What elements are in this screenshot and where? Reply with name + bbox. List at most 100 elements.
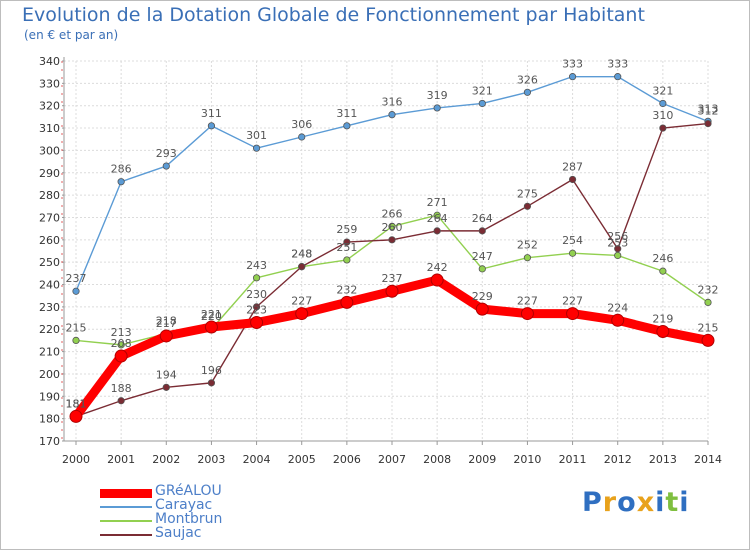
data-label-carayac: 313: [698, 102, 719, 115]
logo-letter: r: [602, 487, 618, 518]
data-label-saujac: 230: [246, 288, 267, 301]
data-label-carayac: 306: [291, 118, 312, 131]
data-label-gralou: 227: [291, 295, 312, 308]
x-tick-label: 2007: [378, 453, 406, 466]
legend-label-grealou: GRéALOU: [155, 483, 222, 499]
data-label-gralou: 229: [472, 290, 493, 303]
data-label-saujac: 264: [427, 212, 448, 225]
data-label-montbrun: 247: [472, 250, 493, 263]
data-label-saujac: 181: [66, 397, 87, 410]
data-point-carayac: [478, 99, 486, 108]
data-point-gralou: [250, 316, 264, 330]
y-tick-label: 230: [39, 301, 60, 314]
data-point-saujac: [523, 202, 532, 210]
data-point-gralou: [611, 313, 625, 327]
data-point-montbrun: [433, 211, 441, 219]
data-point-gralou: [520, 307, 534, 321]
y-tick-label: 290: [39, 167, 60, 180]
legend-item-saujac[interactable]: Saujac: [100, 525, 300, 542]
data-point-gralou: [430, 273, 444, 287]
data-point-saujac: [252, 303, 261, 311]
data-label-montbrun: 254: [562, 234, 583, 247]
data-point-montbrun: [388, 222, 396, 231]
data-point-montbrun: [117, 341, 125, 349]
data-point-saujac: [478, 227, 486, 235]
data-label-carayac: 293: [156, 147, 177, 160]
data-label-saujac: 248: [291, 248, 312, 261]
data-point-gralou: [204, 320, 218, 334]
data-point-gralou: [114, 349, 128, 363]
data-label-montbrun: 220: [201, 310, 222, 323]
y-tick-label: 280: [39, 189, 60, 202]
y-tick-label: 330: [39, 77, 60, 90]
legend-item-carayac[interactable]: Carayac: [100, 497, 300, 514]
data-label-montbrun: 251: [336, 241, 357, 254]
x-tick-label: 2012: [604, 453, 632, 466]
data-point-carayac: [298, 133, 306, 141]
x-tick-label: 2008: [423, 453, 451, 466]
x-tick-label: 2002: [152, 453, 180, 466]
series-layer: [69, 73, 715, 423]
y-tick-label: 250: [39, 256, 60, 269]
y-tick-label: 190: [39, 390, 60, 403]
data-label-carayac: 286: [111, 163, 132, 176]
grid-layer: [64, 60, 709, 442]
data-label-carayac: 237: [66, 272, 87, 285]
data-point-carayac: [72, 287, 80, 295]
series-carayac: [72, 73, 712, 295]
data-point-carayac: [433, 104, 441, 112]
data-point-montbrun: [704, 298, 712, 307]
y-tick-label: 220: [39, 323, 60, 336]
data-label-montbrun: 252: [517, 239, 538, 252]
data-label-saujac: 196: [201, 364, 222, 377]
data-label-montbrun: 215: [66, 321, 87, 334]
data-point-saujac: [659, 124, 667, 132]
data-point-saujac: [433, 227, 441, 235]
data-point-carayac: [659, 99, 667, 108]
data-label-gralou: 242: [427, 261, 448, 274]
legend-swatch-saujac: [100, 534, 152, 536]
legend-item-montbrun[interactable]: Montbrun: [100, 511, 300, 528]
data-label-montbrun: 218: [156, 315, 177, 328]
x-tick-label: 2005: [288, 453, 316, 466]
logo-letter: i: [679, 487, 690, 518]
data-point-montbrun: [523, 254, 532, 262]
data-label-saujac: 256: [607, 230, 628, 243]
data-point-carayac: [343, 122, 351, 130]
data-point-montbrun: [252, 274, 261, 282]
data-label-carayac: 319: [427, 89, 448, 102]
legend-label-saujac: Saujac: [155, 525, 202, 541]
series-line-carayac: [75, 75, 709, 292]
data-label-montbrun: 253: [607, 236, 628, 249]
data-label-montbrun: 248: [291, 248, 312, 261]
y-tick-label: 270: [39, 211, 60, 224]
data-label-saujac: 188: [111, 382, 132, 395]
y-tick-label: 310: [39, 122, 60, 135]
legend-swatch-carayac: [100, 506, 152, 508]
data-label-montbrun: 232: [698, 283, 719, 296]
logo-letter: o: [617, 487, 637, 518]
data-point-carayac: [162, 162, 170, 170]
data-label-montbrun: 213: [111, 326, 132, 339]
data-point-carayac: [568, 73, 577, 81]
data-point-saujac: [207, 379, 216, 387]
logo-letter: t: [665, 487, 680, 518]
data-point-carayac: [252, 144, 261, 152]
data-point-gralou: [475, 302, 489, 316]
data-label-saujac: 312: [698, 105, 719, 118]
data-point-gralou: [159, 329, 173, 343]
data-point-saujac: [614, 245, 622, 253]
logo-letter: x: [636, 487, 656, 518]
data-point-montbrun: [568, 249, 577, 257]
data-label-gralou: 224: [607, 301, 628, 314]
data-point-montbrun: [343, 256, 351, 264]
legend-label-carayac: Carayac: [155, 497, 213, 513]
legend-item-grealou[interactable]: GRéALOU: [100, 483, 300, 500]
x-tick-label: 2000: [62, 453, 90, 466]
label-layer: 237 286 293 311 301 306 311 316 319 321 326 333 333 3…: [66, 58, 719, 411]
series-gralou: [69, 273, 715, 423]
x-tick-label: 2001: [107, 453, 135, 466]
chart-subtitle: (en € et par an): [24, 28, 119, 42]
data-label-gralou: 232: [336, 283, 357, 296]
